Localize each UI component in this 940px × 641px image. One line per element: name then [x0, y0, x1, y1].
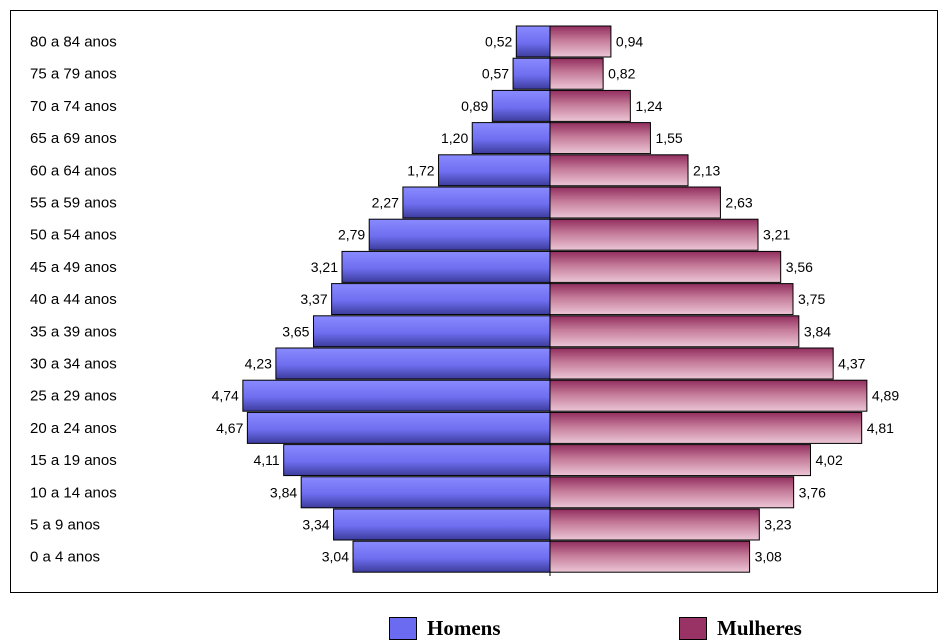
data-label-mulheres: 4,81	[867, 420, 894, 436]
data-label-homens: 1,72	[407, 162, 434, 178]
data-label-mulheres: 3,84	[804, 323, 831, 339]
bar-mulheres	[549, 379, 868, 412]
data-label-homens: 0,89	[461, 98, 488, 114]
bar-mulheres	[549, 89, 631, 122]
legend-swatch-mulheres	[679, 617, 707, 640]
category-label: 25 a 29 anos	[30, 388, 117, 405]
category-label: 20 a 24 anos	[30, 420, 117, 437]
data-label-mulheres: 3,76	[799, 484, 826, 500]
category-label: 75 a 79 anos	[30, 66, 117, 83]
data-label-homens: 1,20	[441, 130, 468, 146]
category-label: 40 a 44 anos	[30, 291, 117, 308]
bar-mulheres	[549, 122, 651, 155]
data-label-homens: 3,84	[270, 484, 297, 500]
category-label: 30 a 34 anos	[30, 356, 117, 373]
data-label-mulheres: 1,24	[635, 98, 662, 114]
category-label: 55 a 59 anos	[30, 195, 117, 212]
bar-homens	[368, 218, 551, 251]
bar-homens	[471, 122, 551, 155]
data-label-mulheres: 4,89	[872, 388, 899, 404]
bar-homens	[402, 186, 551, 219]
bar-homens	[341, 250, 551, 283]
bar-homens	[438, 154, 551, 187]
bar-mulheres	[549, 508, 760, 541]
bar-homens	[512, 57, 551, 90]
bar-homens	[312, 315, 551, 348]
category-label: 15 a 19 anos	[30, 452, 117, 469]
series-mulheres	[549, 25, 868, 573]
data-label-mulheres: 2,13	[693, 162, 720, 178]
bar-mulheres	[549, 476, 795, 509]
bar-mulheres	[549, 315, 800, 348]
category-label: 10 a 14 anos	[30, 484, 117, 501]
bar-mulheres	[549, 283, 794, 316]
data-label-mulheres: 3,56	[786, 259, 813, 275]
legend-label-mulheres: Mulheres	[717, 616, 802, 640]
category-label: 60 a 64 anos	[30, 162, 117, 179]
bar-homens	[491, 89, 551, 122]
data-label-mulheres: 2,63	[725, 195, 752, 211]
category-label: 35 a 39 anos	[30, 323, 117, 340]
category-label: 5 a 9 anos	[30, 517, 100, 534]
bar-homens	[275, 347, 551, 380]
series-homens	[242, 25, 551, 573]
bar-mulheres	[549, 411, 863, 444]
bar-mulheres	[549, 250, 782, 283]
legend-item-homens: Homens	[389, 616, 501, 641]
category-label: 45 a 49 anos	[30, 259, 117, 276]
data-label-homens: 4,23	[245, 356, 272, 372]
data-label-homens: 2,27	[372, 195, 399, 211]
category-label: 80 a 84 anos	[30, 34, 117, 51]
data-label-homens: 3,34	[302, 517, 329, 533]
data-label-homens: 0,52	[485, 34, 512, 50]
category-label: 0 a 4 anos	[30, 549, 100, 566]
category-labels: 80 a 84 anos 75 a 79 anos 70 a 74 anos 65 a…	[30, 34, 117, 566]
category-label: 50 a 54 anos	[30, 227, 117, 244]
data-label-homens: 3,65	[282, 323, 309, 339]
bar-mulheres	[549, 25, 612, 58]
bar-mulheres	[549, 540, 751, 573]
bar-mulheres	[549, 57, 604, 90]
bar-mulheres	[549, 154, 689, 187]
data-label-mulheres: 0,82	[608, 66, 635, 82]
data-label-homens: 3,04	[322, 549, 349, 565]
bar-mulheres	[549, 186, 721, 219]
value-labels: 0,52 0,94 0,57 0,82 0,89 1,24 1,20 1,55 1,72 2,13…	[212, 34, 900, 565]
data-label-mulheres: 4,02	[815, 452, 842, 468]
data-label-mulheres: 3,21	[763, 227, 790, 243]
bar-mulheres	[549, 218, 759, 251]
data-label-homens: 4,67	[216, 420, 243, 436]
bar-homens	[283, 444, 551, 477]
data-label-homens: 3,37	[300, 291, 327, 307]
data-label-mulheres: 3,75	[798, 291, 825, 307]
data-label-mulheres: 1,55	[655, 130, 682, 146]
legend-swatch-homens	[389, 617, 417, 640]
bar-homens	[331, 283, 551, 316]
bar-homens	[300, 476, 551, 509]
legend-item-mulheres: Mulheres	[679, 616, 802, 641]
category-label: 70 a 74 anos	[30, 98, 117, 115]
bar-homens	[242, 379, 551, 412]
bar-homens	[352, 540, 551, 573]
data-label-homens: 0,57	[482, 66, 509, 82]
data-label-homens: 2,79	[338, 227, 365, 243]
bar-mulheres	[549, 444, 811, 477]
bar-mulheres	[549, 347, 834, 380]
data-label-mulheres: 0,94	[616, 34, 643, 50]
data-label-mulheres: 4,37	[838, 356, 865, 372]
bar-homens	[246, 411, 551, 444]
data-label-homens: 4,11	[253, 452, 279, 468]
bar-homens	[333, 508, 551, 541]
data-label-mulheres: 3,08	[755, 549, 782, 565]
data-label-homens: 3,21	[311, 259, 338, 275]
bar-homens	[515, 25, 551, 58]
category-label: 65 a 69 anos	[30, 130, 117, 147]
data-label-mulheres: 3,23	[764, 517, 791, 533]
data-label-homens: 4,74	[212, 388, 239, 404]
legend-label-homens: Homens	[427, 616, 501, 640]
